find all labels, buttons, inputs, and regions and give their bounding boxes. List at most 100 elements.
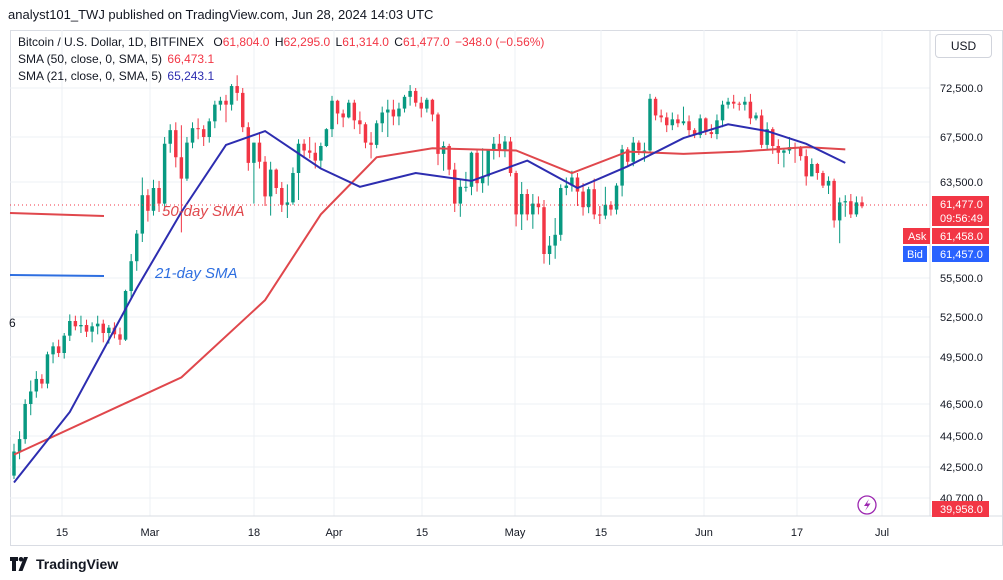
candle	[280, 182, 283, 212]
candle-body	[408, 91, 411, 97]
candle-body	[609, 205, 612, 210]
candle-body	[648, 99, 651, 151]
candle	[68, 314, 71, 341]
candle-body	[96, 324, 99, 327]
candle	[213, 101, 216, 128]
candle	[777, 139, 780, 164]
candle	[581, 183, 584, 215]
candle-body	[754, 115, 757, 118]
sma21-value: 65,243.1	[167, 69, 214, 83]
legend-symbol-row: Bitcoin / U.S. Dollar, 1D, BITFINEX O61,…	[18, 34, 546, 51]
candle	[765, 122, 768, 149]
candle	[40, 374, 43, 388]
candle	[62, 333, 65, 359]
candle	[403, 95, 406, 113]
candle-body	[314, 153, 317, 161]
time-axis[interactable]: 15 Mar 18 Apr 15 May 15 Jun 17 Jul	[56, 527, 889, 539]
lightning-icon[interactable]	[858, 496, 876, 514]
candle	[804, 149, 807, 185]
candle-body	[325, 129, 328, 146]
candle	[732, 95, 735, 109]
candle	[726, 98, 729, 109]
candle-body	[235, 86, 238, 93]
candle	[754, 113, 757, 121]
candle	[442, 142, 445, 171]
candle-body	[358, 120, 361, 124]
candle	[274, 169, 277, 195]
candle	[185, 137, 188, 181]
sma21-annotation: 21-day SMA	[154, 265, 238, 282]
candle-body	[514, 173, 517, 214]
close-label: C	[394, 35, 403, 49]
candle-body	[40, 379, 43, 384]
candle-body	[202, 129, 205, 137]
candle-body	[241, 93, 244, 127]
candle-body	[844, 201, 847, 202]
candle	[57, 340, 60, 357]
grid-lines	[10, 30, 930, 516]
candle-body	[18, 439, 21, 451]
candle-body	[849, 201, 852, 214]
candle-body	[520, 194, 523, 214]
candle	[659, 110, 662, 123]
bar-countdown: 09:56:49	[940, 213, 983, 225]
tradingview-logo-icon	[8, 557, 30, 571]
candle-body	[124, 291, 127, 340]
candle	[827, 176, 830, 194]
candle	[676, 114, 679, 127]
candle	[386, 100, 389, 137]
candle	[782, 148, 785, 167]
candle	[196, 118, 199, 139]
candle	[96, 316, 99, 335]
candle-body	[565, 186, 568, 188]
candle	[604, 187, 607, 219]
candle	[85, 320, 88, 337]
candle-body	[721, 105, 724, 121]
candle	[375, 120, 378, 148]
symbol-name[interactable]: Bitcoin / U.S. Dollar, 1D, BITFINEX	[18, 35, 204, 49]
candle	[849, 194, 852, 218]
candle	[844, 195, 847, 217]
price-axis[interactable]: 72,500.0 67,500.0 63,500.0 55,500.0 52,500.0…	[940, 83, 983, 505]
candle	[102, 320, 105, 343]
x-tick-label: 15	[416, 527, 428, 539]
candle-body	[191, 128, 194, 142]
candle	[219, 97, 222, 111]
legend-sma21-row[interactable]: SMA (21, close, 0, SMA, 5) 65,243.1	[18, 68, 546, 85]
candle	[364, 122, 367, 148]
ask-value: 61,458.0	[940, 231, 983, 243]
candle	[157, 181, 160, 212]
candle-body	[51, 346, 54, 354]
candle	[425, 98, 428, 113]
candle-body	[403, 97, 406, 109]
legend-sma50-row[interactable]: SMA (50, close, 0, SMA, 5) 66,473.1	[18, 51, 546, 68]
candle	[35, 371, 38, 398]
currency-button[interactable]: USD	[935, 34, 992, 58]
candle	[838, 198, 841, 244]
candle	[397, 103, 400, 126]
candle-body	[141, 195, 144, 233]
candle-body	[174, 130, 177, 157]
candle-body	[503, 142, 506, 151]
candle	[486, 149, 489, 185]
candle	[509, 137, 512, 176]
sma21-legend-line	[10, 275, 104, 276]
sma21-line	[14, 124, 845, 482]
candle	[224, 95, 227, 122]
candle-body	[804, 156, 807, 176]
x-tick-label: 15	[56, 527, 68, 539]
x-tick-label: Apr	[325, 527, 342, 539]
candle	[208, 118, 211, 142]
price-chart[interactable]: 72,500.067,500.063,500.055,500.052,500.0…	[0, 0, 1003, 580]
candle	[12, 444, 15, 479]
candle-body	[330, 101, 333, 129]
candle-body	[671, 119, 674, 125]
candle-body	[35, 379, 38, 392]
candle	[542, 200, 545, 264]
candle	[74, 316, 77, 331]
candle-body	[816, 164, 819, 173]
candle-body	[855, 202, 858, 214]
candle	[174, 122, 177, 167]
candle	[576, 173, 579, 206]
brand-name[interactable]: TradingView	[36, 552, 118, 576]
